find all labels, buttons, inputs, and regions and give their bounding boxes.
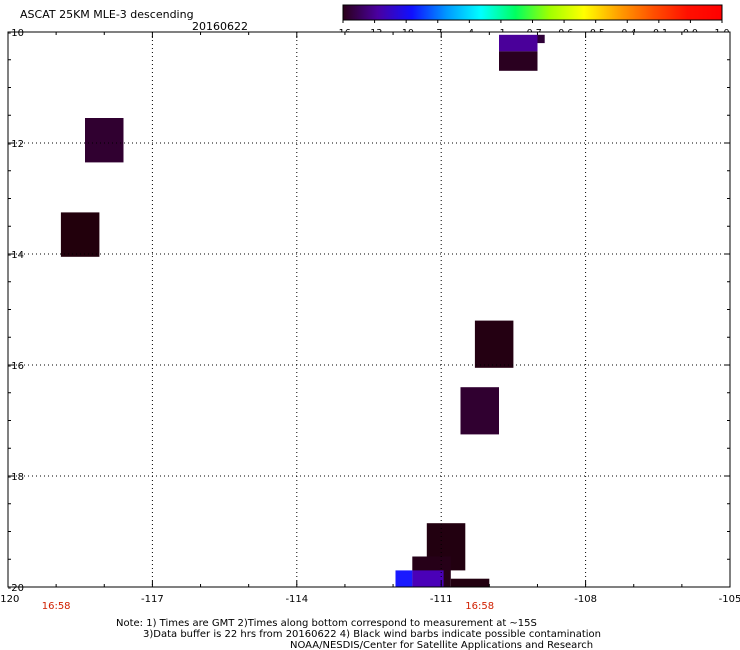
x-tick-labels: -120 -117 -114 -111 -108 -105 (0, 594, 740, 605)
data-cell-4 (60, 212, 100, 257)
chart-date: 20160622 (192, 20, 248, 33)
x-tick-label: -120 (0, 594, 19, 605)
chart-title: ASCAT 25KM MLE-3 descending (20, 8, 194, 21)
axis-ticks (7, 31, 731, 588)
colorbar (342, 4, 723, 21)
data-cell-11 (395, 570, 413, 587)
data-cell-9 (450, 578, 490, 587)
y-tick-label: -14 (8, 250, 24, 261)
note-line-1: Note: 1) Times are GMT 2)Times along bot… (116, 618, 537, 629)
y-tick-label: -12 (8, 139, 24, 150)
data-cell-6 (460, 387, 499, 435)
y-tick-label: -16 (8, 361, 24, 372)
note-line-2: 3)Data buffer is 22 hrs from 20160622 4)… (143, 629, 601, 640)
colorbar-gradient (342, 4, 723, 21)
note-line-3: NOAA/NESDIS/Center for Satellite Applica… (290, 640, 593, 650)
y-tick-labels: -10 -12 -14 -16 -18 -20 (8, 28, 24, 594)
data-cell-5 (474, 320, 514, 368)
time-labels: 16:58 16:58 (42, 601, 494, 612)
time-label: 16:58 (42, 601, 71, 612)
data-cell-10 (412, 570, 444, 587)
x-tick-label: -108 (574, 594, 597, 605)
time-label: 16:58 (465, 601, 494, 612)
y-tick-label: -10 (8, 28, 24, 39)
data-cells (60, 34, 545, 587)
y-tick-label: -18 (8, 472, 24, 483)
x-tick-label: -111 (430, 594, 453, 605)
data-cell-1 (537, 34, 545, 44)
data-cell-2 (499, 51, 538, 71)
data-cell-3 (85, 118, 124, 163)
grid-lines (8, 32, 730, 587)
data-cell-0 (499, 34, 538, 52)
x-tick-label: -105 (719, 594, 740, 605)
x-tick-label: -117 (141, 594, 164, 605)
x-tick-label: -114 (285, 594, 308, 605)
plot-area (7, 31, 731, 588)
y-tick-label: -20 (8, 583, 24, 594)
